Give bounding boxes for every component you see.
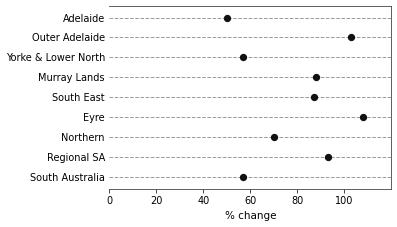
Point	[348, 36, 355, 39]
Point	[271, 135, 277, 139]
Point	[224, 16, 230, 19]
Point	[240, 56, 247, 59]
Point	[313, 76, 319, 79]
Point	[360, 115, 366, 119]
Point	[310, 95, 317, 99]
X-axis label: % change: % change	[225, 211, 276, 222]
Point	[240, 175, 247, 179]
Point	[325, 155, 331, 159]
